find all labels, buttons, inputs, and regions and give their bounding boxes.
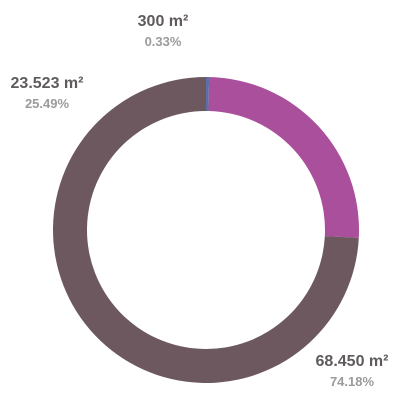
slice-label-value-1: 300 m² xyxy=(138,13,189,30)
slice-label-percent-1: 0.33% xyxy=(145,34,182,49)
donut-slice-1 xyxy=(206,77,210,112)
slice-label-percent-2: 25.49% xyxy=(25,96,70,111)
slice-label-percent-3: 74.18% xyxy=(330,374,375,389)
donut-slices xyxy=(52,77,359,383)
slice-label-value-3: 68.450 m² xyxy=(316,353,389,370)
donut-slice-2 xyxy=(208,77,359,238)
slice-label-value-2: 23.523 m² xyxy=(11,75,84,92)
